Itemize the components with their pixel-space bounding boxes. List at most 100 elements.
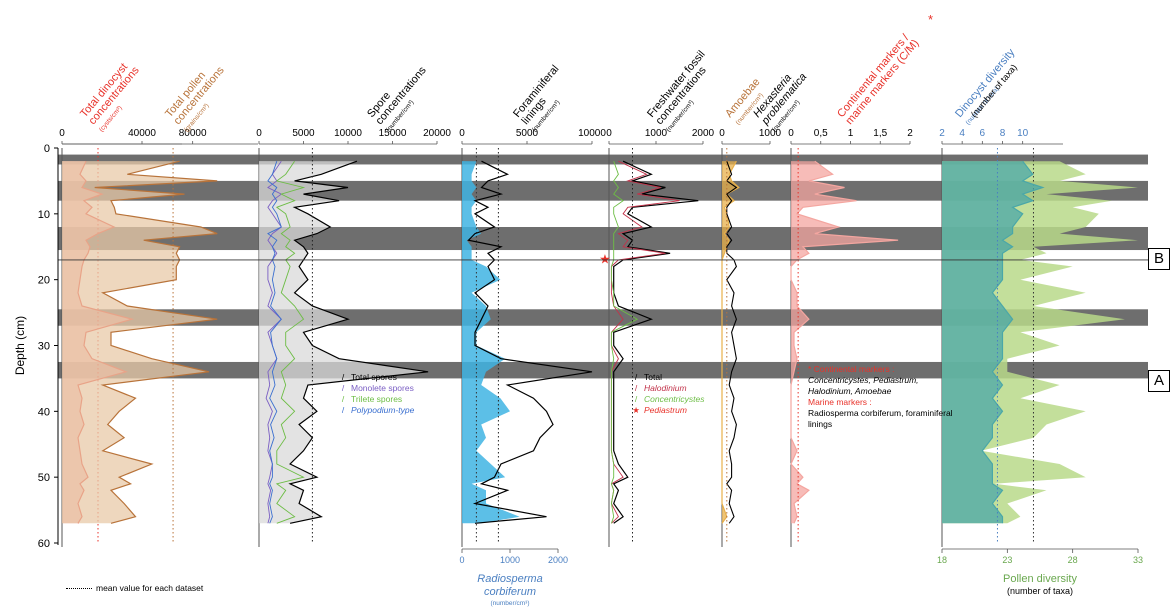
pollen-diversity-unit: (number of taxa) bbox=[1007, 586, 1073, 596]
legend-label: Total spores bbox=[351, 372, 397, 382]
zone-label-a: A bbox=[1148, 370, 1170, 392]
depth-axis-label: Depth (cm) bbox=[13, 316, 27, 375]
top-tick-label: 2 bbox=[939, 128, 945, 139]
legend-label: Trilete spores bbox=[351, 394, 403, 404]
radiosperma-label: Radiosperma bbox=[477, 573, 542, 585]
top-tick-label: 10 bbox=[1017, 128, 1029, 139]
series-line bbox=[790, 160, 899, 524]
secondary-tick-label: 2000 bbox=[548, 555, 568, 565]
top-tick-label: 0,5 bbox=[814, 128, 828, 139]
top-tick-label: 2 bbox=[907, 128, 913, 139]
legend-label: Concentricystes bbox=[644, 394, 705, 404]
zone-label-b: B bbox=[1148, 248, 1170, 270]
mean-note-text: mean value for each dataset bbox=[96, 583, 204, 593]
top-tick-label: 0 bbox=[606, 128, 612, 139]
depth-tick-label: 60 bbox=[38, 538, 50, 550]
top-tick-label: 6 bbox=[980, 128, 986, 139]
legend-label: Pediastrum bbox=[644, 405, 687, 415]
panel-title-group: Dinocyst diversity(number of taxa) bbox=[953, 46, 1018, 126]
grey-bands bbox=[58, 154, 1148, 379]
depth-axis: 0 10 20 30 40 50 60 Depth (cm) bbox=[13, 143, 59, 550]
legend-item: / Total spores bbox=[341, 372, 397, 382]
series-line bbox=[288, 160, 429, 524]
grey-band bbox=[58, 154, 1148, 165]
series-area bbox=[722, 161, 739, 524]
panel-title: Dinocyst diversity bbox=[953, 46, 1018, 120]
series-line bbox=[94, 160, 218, 524]
depth-tick-label: 10 bbox=[38, 209, 50, 221]
top-tick-label: 1 bbox=[848, 128, 854, 139]
marine-items: Radiosperma corbiferum, foraminiferal li… bbox=[808, 408, 953, 429]
series-area bbox=[791, 161, 899, 524]
top-tick-label: 10000 bbox=[578, 128, 606, 139]
top-tick-label: 15000 bbox=[379, 128, 407, 139]
top-tick-label: 10000 bbox=[334, 128, 362, 139]
depth-tick-label: 30 bbox=[38, 341, 50, 353]
series-line bbox=[267, 161, 282, 524]
top-tick-label: 0 bbox=[59, 128, 65, 139]
series-line bbox=[721, 160, 740, 524]
top-tick-label: 1000 bbox=[645, 128, 668, 139]
top-tick-label: 1,5 bbox=[873, 128, 887, 139]
legend-item: / Total bbox=[634, 372, 662, 382]
top-tick-label: 1000 bbox=[759, 128, 782, 139]
legend-item: / Concentricystes bbox=[634, 394, 705, 404]
legend-item: / Halodinium bbox=[634, 383, 687, 393]
top-tick-label: 80000 bbox=[179, 128, 207, 139]
pediastrum-star-icon: ★ bbox=[599, 252, 611, 267]
legend-label: Polypodium-type bbox=[351, 405, 415, 415]
mean-note: mean value for each dataset bbox=[66, 583, 203, 593]
series-line bbox=[275, 160, 306, 524]
depth-tick-label: 50 bbox=[38, 472, 50, 484]
legend-item: / Monolete spores bbox=[341, 383, 414, 393]
top-tick-label: 8 bbox=[1000, 128, 1006, 139]
markers-note: * Continental markers : Concentricystes,… bbox=[808, 364, 958, 430]
continental-items: Concentricystes, Pediastrum, Halodinium,… bbox=[808, 375, 919, 396]
legend-item: / Polypodium-type bbox=[341, 405, 415, 415]
series-line bbox=[467, 160, 593, 524]
panel-title-group: Freshwater fossilconcentrations(number/c… bbox=[645, 49, 709, 134]
secondary-area bbox=[462, 161, 520, 524]
top-tick-label: 0 bbox=[459, 128, 465, 139]
series-line bbox=[612, 160, 699, 524]
continental-title: Continental markers : bbox=[813, 364, 895, 374]
top-tick-label: 0 bbox=[256, 128, 262, 139]
panel-title: Continental markers / bbox=[835, 31, 912, 120]
secondary-tick-label: 0 bbox=[459, 555, 464, 565]
depth-tick-label: 40 bbox=[38, 406, 50, 418]
legend-item: ★ Pediastrum bbox=[632, 405, 687, 415]
freshwater-legend: / Total / Halodinium / Concentricystes ★ Ped… bbox=[631, 372, 704, 416]
series-line bbox=[610, 161, 639, 524]
legend-label: Total bbox=[644, 372, 662, 382]
series-area bbox=[62, 161, 218, 524]
grey-band bbox=[58, 227, 1148, 251]
top-tick-label: 0 bbox=[719, 128, 725, 139]
top-tick-label: 2000 bbox=[692, 128, 715, 139]
spores-legend: / Total spores / Monolete spores / Trilete … bbox=[338, 372, 415, 416]
series-area bbox=[259, 161, 429, 524]
secondary-tick-label: 1000 bbox=[500, 555, 520, 565]
top-tick-label: 40000 bbox=[128, 128, 156, 139]
secondary-tick-label: 33 bbox=[1133, 555, 1143, 565]
series-line bbox=[610, 160, 680, 524]
radiosperma-label-2: corbiferum bbox=[484, 586, 536, 598]
panel-title-group: Continental markers /marine markers (C/M… bbox=[835, 31, 922, 127]
top-tick-label: 5000 bbox=[516, 128, 539, 139]
top-tick-label: 4 bbox=[959, 128, 965, 139]
panel-title: marine markers (C/M) bbox=[844, 37, 922, 127]
top-tick-label: 0 bbox=[788, 128, 794, 139]
legend-label: Monolete spores bbox=[351, 383, 414, 393]
depth-tick-label: 20 bbox=[38, 275, 50, 287]
secondary-tick-label: 28 bbox=[1068, 555, 1078, 565]
legend-label: Halodinium bbox=[644, 383, 687, 393]
top-tick-label: 20000 bbox=[423, 128, 451, 139]
marine-title: Marine markers : bbox=[808, 397, 872, 407]
series-area bbox=[942, 161, 1043, 524]
top-tick-label: 5000 bbox=[292, 128, 315, 139]
series-line bbox=[981, 160, 1045, 524]
